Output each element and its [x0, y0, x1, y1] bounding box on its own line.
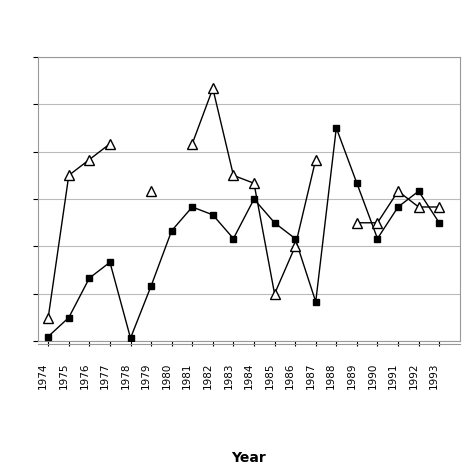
- Text: 1977: 1977: [100, 363, 110, 389]
- Text: 1978: 1978: [120, 363, 130, 389]
- Text: 1992: 1992: [409, 363, 419, 389]
- Text: 1983: 1983: [223, 363, 233, 389]
- Text: 1991: 1991: [388, 363, 398, 389]
- Text: 1981: 1981: [182, 363, 192, 389]
- Text: Year: Year: [231, 450, 266, 465]
- Text: 1975: 1975: [59, 363, 69, 389]
- Text: 1974: 1974: [38, 363, 48, 389]
- Text: 1986: 1986: [285, 363, 295, 389]
- Text: 1980: 1980: [162, 363, 172, 389]
- Text: 1987: 1987: [306, 363, 316, 389]
- Text: 1982: 1982: [203, 363, 213, 389]
- Text: 1985: 1985: [264, 363, 274, 389]
- Text: 1990: 1990: [367, 363, 377, 389]
- Text: 1993: 1993: [429, 363, 439, 389]
- Text: 1989: 1989: [347, 363, 357, 389]
- Text: 1988: 1988: [326, 363, 337, 389]
- Text: 1984: 1984: [244, 363, 254, 389]
- Text: 1976: 1976: [79, 363, 90, 389]
- Text: 1979: 1979: [141, 363, 151, 389]
